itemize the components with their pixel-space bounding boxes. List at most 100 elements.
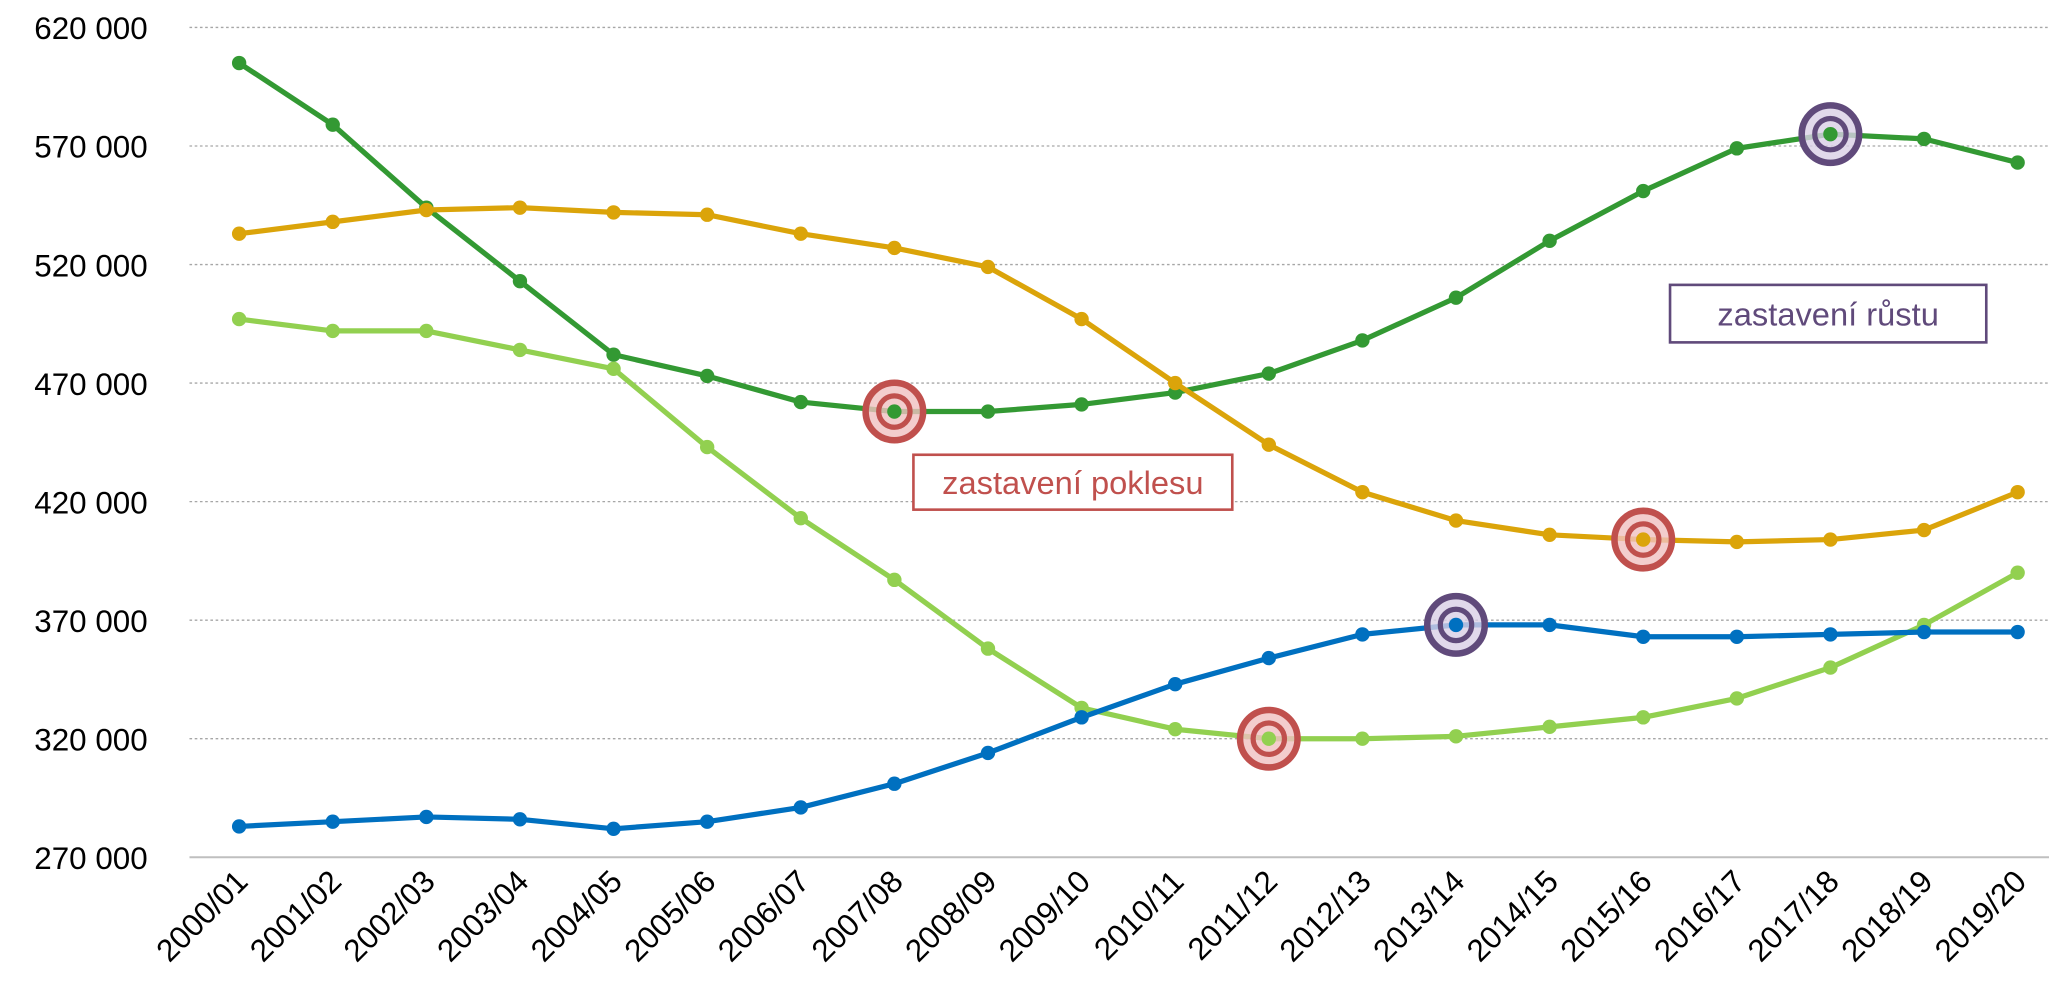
data-point [325, 214, 340, 230]
x-tick-label: 2010/11 [1087, 864, 1190, 967]
data-point [887, 572, 902, 588]
data-point [1074, 710, 1089, 725]
data-point [793, 800, 808, 815]
data-point [606, 821, 621, 836]
data-point [325, 117, 340, 132]
highlight-point [1261, 731, 1276, 746]
data-point [1542, 719, 1557, 735]
data-point [1074, 397, 1089, 412]
data-point [1823, 532, 1838, 547]
data-point [980, 404, 996, 419]
x-tick-label: 2008/09 [898, 864, 1003, 969]
annotation-text: zastavení růstu [1717, 295, 1938, 332]
x-tick-label: 2002/03 [337, 864, 442, 969]
data-point [1261, 650, 1276, 666]
highlight-ring [1624, 521, 1662, 558]
data-point [1916, 624, 1932, 640]
data-point [1168, 375, 1183, 391]
data-point [1355, 627, 1370, 642]
y-tick-label: 270 000 [34, 841, 147, 876]
data-point [1261, 437, 1276, 452]
data-point [2010, 624, 2025, 640]
x-tick-label: 2003/04 [430, 864, 535, 969]
x-tick-label: 2017/18 [1741, 864, 1846, 969]
data-point [887, 776, 902, 791]
annotation-text: zastavení poklesu [942, 464, 1203, 501]
x-tick-label: 2019/20 [1928, 864, 2033, 969]
x-tick-label: 2000/01 [150, 864, 255, 969]
data-point [1168, 676, 1183, 692]
data-point [980, 745, 996, 761]
x-tick-label: 2007/08 [805, 864, 910, 969]
x-tick-label: 2016/17 [1647, 864, 1752, 969]
data-point [793, 511, 808, 526]
data-point [512, 342, 528, 358]
data-point [887, 240, 902, 256]
data-point [1729, 691, 1745, 706]
data-point [699, 368, 715, 384]
x-tick-label: 2001/02 [243, 864, 348, 969]
highlight-ring [876, 393, 913, 430]
data-point [793, 226, 808, 241]
data-point [1823, 660, 1838, 675]
data-point [231, 819, 247, 834]
data-point [325, 323, 340, 339]
data-point [1355, 333, 1370, 348]
y-tick-label: 420 000 [34, 485, 147, 520]
data-point [606, 347, 621, 362]
data-point [1916, 522, 1932, 538]
data-point [980, 259, 996, 275]
x-tick-label: 2005/06 [618, 864, 723, 969]
data-point [2010, 155, 2025, 170]
highlight-point [1823, 126, 1838, 142]
data-point [1074, 311, 1089, 327]
data-point [1916, 131, 1932, 147]
y-tick-label: 520 000 [34, 248, 147, 283]
data-point [793, 394, 808, 410]
annotation-box [1668, 283, 1988, 344]
series-line [238, 316, 2019, 742]
x-tick-label: 2006/07 [711, 864, 816, 969]
highlight-ring [1812, 115, 1849, 153]
x-tick-label: 2004/05 [524, 864, 629, 969]
data-point [606, 361, 621, 377]
data-point [1168, 722, 1183, 737]
y-tick-label: 320 000 [34, 722, 147, 757]
data-point [699, 207, 715, 222]
x-tick-label: 2014/15 [1460, 864, 1565, 969]
data-point [699, 814, 715, 829]
data-point [325, 814, 340, 829]
data-point [606, 205, 621, 220]
data-point [1448, 729, 1464, 744]
data-point [699, 439, 715, 455]
data-point [419, 202, 434, 218]
y-tick-label: 620 000 [34, 11, 147, 46]
highlight-point [1448, 617, 1464, 633]
x-tick-label: 2018/19 [1835, 864, 1940, 969]
data-point [1729, 141, 1745, 156]
x-tick-label: 2012/13 [1273, 864, 1378, 969]
y-tick-label: 470 000 [34, 367, 147, 402]
data-point [419, 323, 434, 339]
data-point [2010, 565, 2025, 580]
data-point [1261, 366, 1276, 381]
series-line [238, 205, 2019, 545]
data-point [1636, 629, 1651, 644]
data-point [512, 200, 528, 215]
data-point [1355, 484, 1370, 500]
series-line [237, 60, 2019, 415]
data-point [1542, 233, 1557, 249]
data-point [1636, 183, 1651, 199]
x-tick-label: 2015/16 [1554, 864, 1659, 969]
data-point [231, 55, 247, 71]
x-tick-label: 2011/12 [1181, 864, 1284, 967]
data-point [1823, 627, 1838, 642]
data-point [1542, 617, 1557, 633]
y-tick-label: 570 000 [34, 130, 147, 165]
data-point [512, 273, 528, 289]
data-point [2010, 484, 2025, 500]
data-point [231, 226, 247, 241]
highlight-point [887, 404, 902, 419]
